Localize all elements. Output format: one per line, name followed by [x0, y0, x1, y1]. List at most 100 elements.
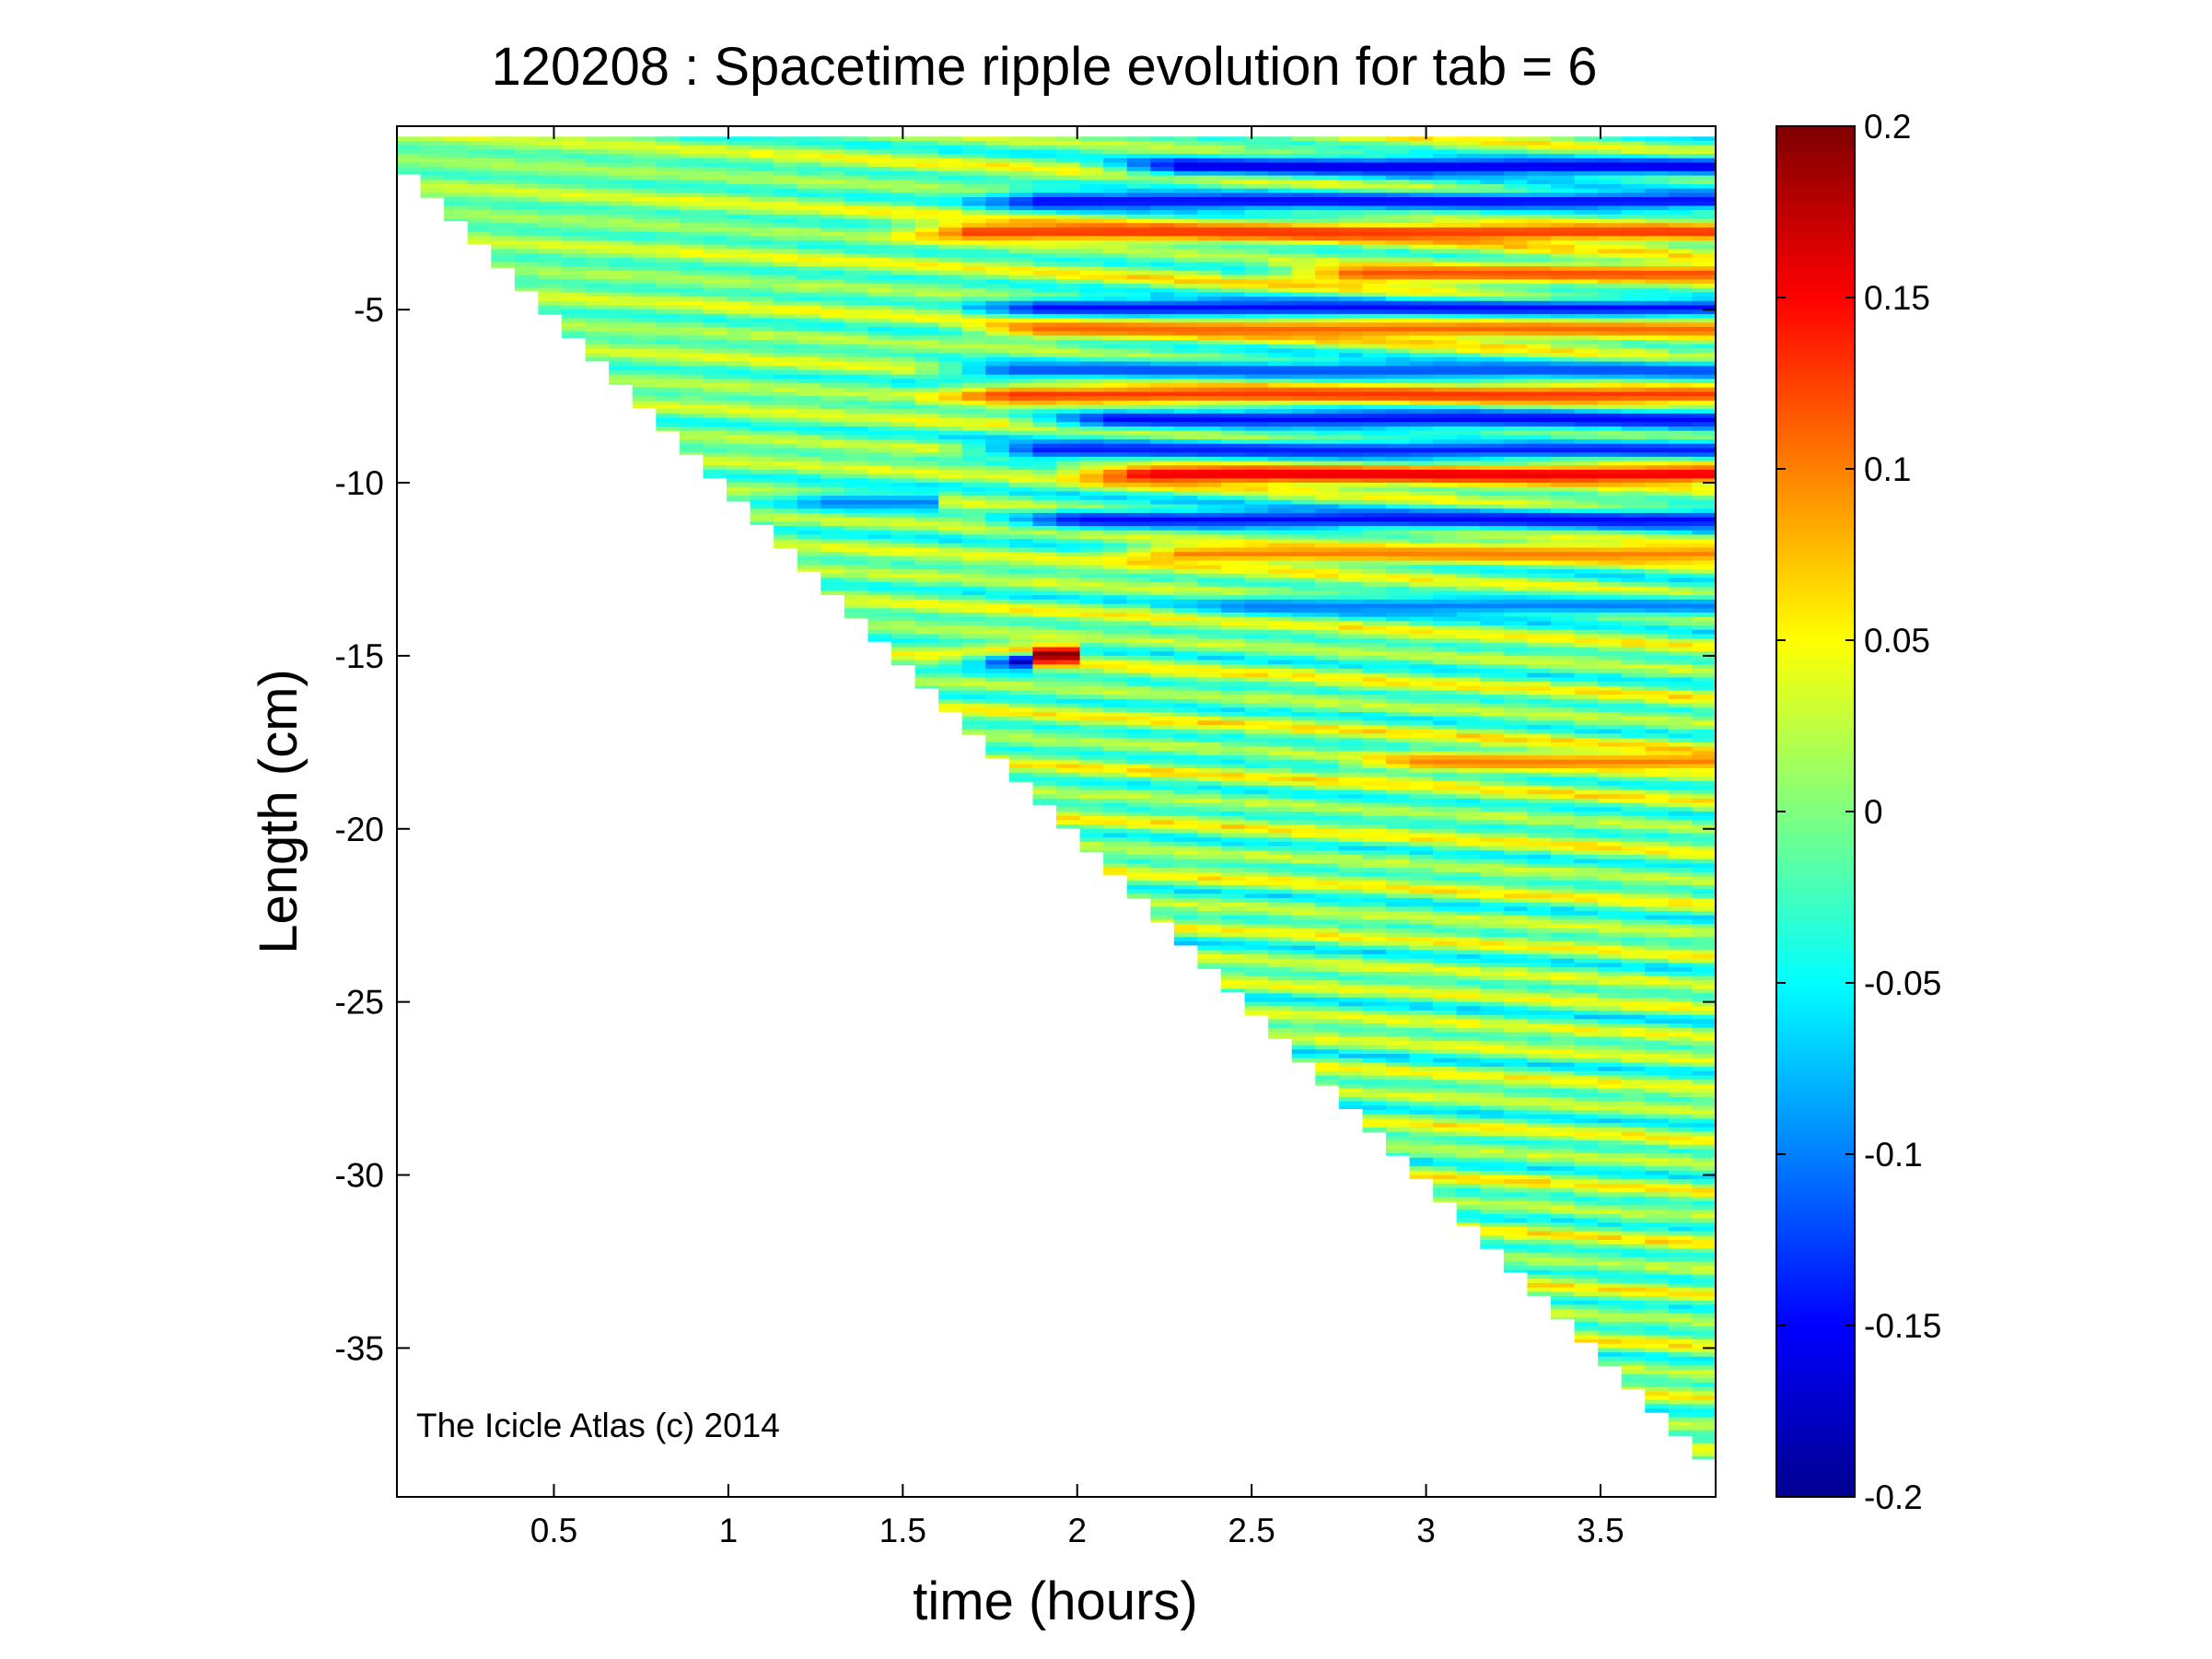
- heatmap-cell: [1126, 422, 1152, 427]
- heatmap-cell: [821, 400, 845, 406]
- heatmap-cell: [1315, 902, 1340, 908]
- heatmap-cell: [1008, 568, 1034, 575]
- heatmap-cell: [1079, 140, 1104, 146]
- heatmap-cell: [750, 253, 774, 259]
- heatmap-cell: [1268, 396, 1293, 402]
- heatmap-cell: [914, 430, 939, 437]
- heatmap-cell: [1150, 149, 1175, 155]
- heatmap-cell: [703, 310, 728, 315]
- heatmap-cell: [562, 335, 587, 339]
- heatmap-cell: [774, 210, 798, 216]
- heatmap-cell: [891, 287, 916, 294]
- heatmap-cell: [1079, 698, 1104, 705]
- heatmap-cell: [1268, 785, 1293, 791]
- heatmap-cell: [1197, 560, 1222, 567]
- heatmap-cell: [1103, 218, 1128, 225]
- heatmap-cell: [844, 512, 869, 519]
- heatmap-cell: [1338, 980, 1364, 986]
- heatmap-cell: [867, 379, 892, 384]
- heatmap-cell: [1056, 409, 1081, 415]
- heatmap-cell: [1221, 344, 1246, 350]
- heatmap-cell: [1338, 863, 1364, 869]
- heatmap-cell: [1056, 603, 1081, 610]
- heatmap-cell: [1362, 906, 1387, 912]
- heatmap-cell: [1362, 625, 1387, 631]
- heatmap-cell: [867, 227, 892, 233]
- heatmap-cell: [1315, 162, 1340, 168]
- heatmap-cell: [1008, 690, 1034, 695]
- heatmap-cell: [1126, 565, 1152, 570]
- heatmap-cell: [1173, 802, 1199, 809]
- heatmap-cell: [891, 292, 916, 298]
- heatmap-cell: [1126, 894, 1152, 899]
- heatmap-cell: [420, 162, 445, 168]
- heatmap-cell: [1173, 136, 1199, 142]
- heatmap-cell: [727, 439, 751, 445]
- heatmap-cell: [891, 486, 916, 493]
- heatmap-cell: [1103, 616, 1128, 623]
- heatmap-cell: [1291, 621, 1317, 626]
- heatmap-cell: [1126, 841, 1152, 847]
- heatmap-cell: [774, 530, 798, 536]
- heatmap-cell: [1173, 746, 1199, 753]
- heatmap-cell: [1291, 547, 1317, 553]
- heatmap-cell: [844, 396, 869, 402]
- heatmap-cell: [1056, 642, 1081, 648]
- heatmap-cell: [985, 560, 1010, 567]
- heatmap-cell: [679, 214, 704, 220]
- heatmap-cell: [1126, 387, 1152, 393]
- heatmap-cell: [961, 170, 987, 177]
- heatmap-cell: [1315, 759, 1340, 765]
- heatmap-cell: [679, 279, 704, 285]
- heatmap-cell: [1173, 841, 1199, 847]
- heatmap-cell: [1315, 486, 1340, 493]
- heatmap-cell: [1291, 543, 1317, 549]
- heatmap-cell: [1079, 417, 1104, 424]
- heatmap-cell: [1197, 180, 1222, 185]
- heatmap-cell: [703, 266, 728, 272]
- heatmap-cell: [609, 283, 634, 289]
- heatmap-cell: [1150, 781, 1175, 787]
- heatmap-cell: [1103, 300, 1128, 307]
- heatmap-cell: [774, 292, 798, 298]
- heatmap-cell: [1173, 430, 1199, 437]
- heatmap-cell: [1150, 603, 1175, 610]
- heatmap-cell: [1221, 798, 1246, 804]
- heatmap-cell: [821, 443, 845, 450]
- heatmap-cell: [609, 340, 634, 345]
- heatmap-cell: [1221, 512, 1246, 519]
- heatmap-cell: [1315, 993, 1340, 999]
- heatmap-cell: [985, 400, 1010, 406]
- heatmap-cell: [1338, 655, 1364, 661]
- heatmap-cell: [1150, 833, 1175, 838]
- heatmap-cell: [844, 266, 869, 272]
- heatmap-cell: [797, 326, 822, 333]
- heatmap-cell: [1126, 287, 1152, 294]
- heatmap-cell: [1221, 703, 1246, 709]
- heatmap-cell: [703, 262, 728, 267]
- heatmap-cell: [1079, 197, 1104, 203]
- heatmap-cell: [1032, 396, 1057, 402]
- heatmap-cell: [1197, 876, 1222, 882]
- heatmap-cell: [1126, 158, 1152, 164]
- heatmap-cell: [444, 201, 469, 207]
- heatmap-cell: [867, 236, 892, 241]
- heatmap-cell: [1103, 387, 1128, 393]
- heatmap-cell: [844, 170, 869, 177]
- heatmap-cell: [1221, 751, 1246, 756]
- heatmap-cell: [1315, 608, 1340, 613]
- heatmap-cell: [867, 175, 892, 181]
- heatmap-cell: [1056, 595, 1081, 601]
- heatmap-cell: [1008, 504, 1034, 510]
- heatmap-cell: [467, 175, 493, 181]
- heatmap-cell: [1362, 595, 1387, 601]
- heatmap-cell: [1197, 945, 1222, 952]
- heatmap-cell: [1291, 859, 1317, 865]
- heatmap-cell: [938, 698, 963, 705]
- heatmap-cell: [985, 136, 1010, 142]
- heatmap-cell: [1079, 764, 1104, 769]
- heatmap-cell: [985, 158, 1010, 164]
- heatmap-cell: [1079, 275, 1104, 281]
- heatmap-cell: [632, 348, 658, 354]
- heatmap-cell: [1291, 344, 1317, 350]
